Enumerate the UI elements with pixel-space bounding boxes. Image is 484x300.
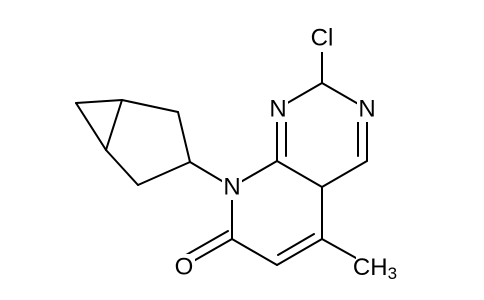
label-bg xyxy=(268,96,288,122)
bond xyxy=(185,230,229,256)
bond xyxy=(105,99,123,151)
label-bg xyxy=(222,174,242,200)
bond xyxy=(177,111,191,163)
bond xyxy=(321,160,368,188)
atom-labels: Cl N N N O CH3 xyxy=(173,24,404,284)
bond xyxy=(75,99,123,104)
bond xyxy=(277,233,315,256)
bonds xyxy=(75,44,368,266)
label-bg xyxy=(306,24,338,52)
bond xyxy=(231,238,278,266)
atom-label: N xyxy=(223,174,240,201)
methyl-subscript: 3 xyxy=(388,264,397,283)
atom-label: N xyxy=(358,96,375,123)
atom-label: CH3 xyxy=(353,254,397,283)
bond xyxy=(75,102,107,151)
label-bg xyxy=(356,254,404,284)
bond xyxy=(137,161,191,186)
bond xyxy=(276,160,323,188)
bond xyxy=(121,99,179,113)
label-bg xyxy=(173,254,195,280)
atom-label: N xyxy=(269,96,286,123)
atom-label: O xyxy=(175,254,194,281)
label-bg xyxy=(357,96,377,122)
methyl-main: CH xyxy=(353,254,388,281)
bond xyxy=(105,149,139,186)
bond xyxy=(189,238,233,264)
bond xyxy=(276,238,323,266)
atom-label: Cl xyxy=(311,25,334,52)
